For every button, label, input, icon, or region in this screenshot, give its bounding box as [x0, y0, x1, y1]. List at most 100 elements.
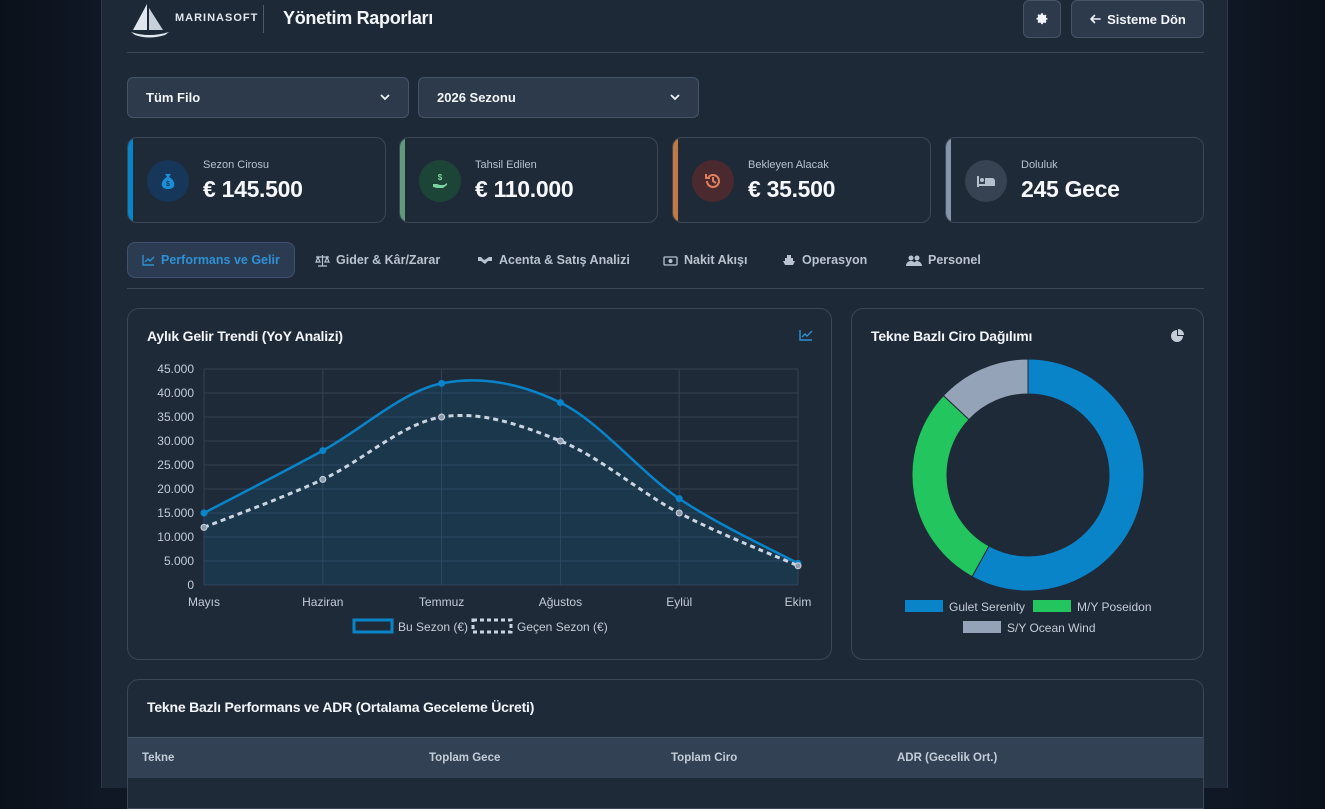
kpi-icon-circle: $ [419, 160, 461, 202]
page-title: Yönetim Raporları [283, 8, 433, 28]
tab-label: Operasyon [802, 253, 868, 267]
fleet-select-value: Tüm Filo [146, 90, 201, 105]
kpi-season-revenue: $ Sezon Cirosu € 145.500 [127, 137, 386, 223]
season-select-value: 2026 Sezonu [437, 90, 516, 105]
kpi-label: Tahsil Edilen [475, 159, 537, 171]
bed-icon [977, 176, 995, 187]
kpi-value: € 145.500 [203, 176, 303, 202]
tab-staff[interactable]: Personel [892, 242, 995, 278]
fleet-select[interactable]: Tüm Filo [127, 77, 409, 118]
data-point [556, 437, 564, 445]
tab-cash-flow[interactable]: Nakit Akışı [649, 242, 761, 278]
tab-label: Performans ve Gelir [161, 253, 280, 267]
boat-performance-table-card: Tekne Bazlı Performans ve ADR (Ortalama … [127, 679, 1204, 809]
settings-button[interactable] [1023, 0, 1061, 38]
scale-icon [315, 254, 330, 267]
kpi-icon-circle: $ [147, 160, 189, 202]
kpi-icon-circle [692, 160, 734, 202]
chart-line-icon [799, 330, 813, 341]
column-header-total-nights[interactable]: Toplam Gece [429, 752, 501, 764]
card-title: Tekne Bazlı Performans ve ADR (Ortalama … [147, 699, 535, 715]
report-tabs: Performans ve Gelir Gider & Kâr/Zarar Ac… [127, 241, 1204, 289]
pie-chart-icon [1171, 329, 1184, 342]
data-point [200, 509, 208, 517]
kpi-value: 245 Gece [1021, 176, 1120, 202]
legend-swatch [471, 618, 513, 634]
top-header: MARINASOFT Yönetim Raporları Sisteme Dön [127, 0, 1204, 53]
y-tick-label: 0 [187, 578, 194, 592]
back-button-label: Sisteme Dön [1107, 11, 1186, 27]
tab-performance-revenue[interactable]: Performans ve Gelir [127, 242, 295, 278]
brand-logo[interactable]: MARINASOFT [129, 2, 258, 38]
column-header-boat[interactable]: Tekne [142, 752, 175, 764]
legend-swatch [352, 618, 394, 634]
data-point [556, 399, 564, 407]
tab-label: Gider & Kâr/Zarar [336, 253, 441, 267]
legend-swatch [905, 600, 943, 612]
x-tick-label: Mayıs [188, 595, 220, 609]
legend-label: Gulet Serenity [949, 600, 1025, 614]
kpi-collected: $ Tahsil Edilen € 110.000 [399, 137, 658, 223]
hand-dollar-icon: $ [433, 173, 447, 188]
y-tick-label: 45.000 [157, 362, 194, 376]
arrow-left-icon [1090, 14, 1101, 24]
column-header-adr[interactable]: ADR (Gecelik Ort.) [897, 752, 998, 764]
y-tick-label: 15.000 [157, 506, 194, 520]
gear-icon [1036, 13, 1048, 25]
card-title: Tekne Bazlı Ciro Dağılımı [871, 328, 1033, 344]
kpi-accent-bar [946, 138, 951, 222]
x-tick-label: Haziran [302, 595, 343, 609]
revenue-trend-chart: 0 5.000 10.000 15.000 20.000 25.000 30.000 35.0… [157, 362, 812, 634]
donut-slice [942, 358, 1029, 421]
donut-slice [971, 358, 1145, 592]
data-point [319, 447, 327, 455]
data-point [675, 509, 683, 517]
chevron-down-icon [670, 94, 680, 101]
kpi-value: € 35.500 [748, 176, 836, 202]
kpi-value: € 110.000 [475, 176, 574, 202]
data-point [438, 413, 446, 421]
legend-label: M/Y Poseidon [1077, 600, 1152, 614]
header-divider [263, 5, 264, 33]
y-tick-label: 25.000 [157, 458, 194, 472]
ship-icon [783, 254, 795, 265]
y-tick-label: 10.000 [157, 530, 194, 544]
sailboat-logo-icon [131, 4, 169, 38]
back-to-system-button[interactable]: Sisteme Dön [1071, 0, 1204, 38]
legend-swatch [963, 621, 1001, 633]
table-header: Tekne Toplam Gece Toplam Ciro ADR (Gecel… [128, 737, 1203, 778]
kpi-accent-bar [128, 138, 133, 222]
kpi-label: Sezon Cirosu [203, 159, 270, 171]
y-tick-label: 40.000 [157, 386, 194, 400]
data-point [438, 379, 446, 387]
tab-label: Acenta & Satış Analizi [499, 253, 630, 267]
kpi-label: Doluluk [1021, 159, 1058, 171]
legend-label: Geçen Sezon (€) [517, 620, 608, 634]
chart-line-icon [142, 255, 155, 266]
money-bag-icon: $ [161, 174, 175, 189]
kpi-pending-receivable: Bekleyen Alacak € 35.500 [672, 137, 931, 223]
x-tick-label: Ekim [785, 595, 812, 609]
y-tick-label: 20.000 [157, 482, 194, 496]
x-tick-label: Ağustos [539, 595, 582, 609]
y-tick-label: 30.000 [157, 434, 194, 448]
revenue-distribution-donut: Gulet Serenity M/Y Poseidon S/Y Ocean Wind [905, 358, 1152, 635]
kpi-occupancy: Doluluk 245 Gece [945, 137, 1204, 223]
tab-label: Personel [928, 253, 981, 267]
season-select[interactable]: 2026 Sezonu [418, 77, 699, 118]
tab-expense-profit[interactable]: Gider & Kâr/Zarar [301, 242, 454, 278]
monthly-revenue-trend-card: Aylık Gelir Trendi (YoY Analizi) 0 5.000 1… [127, 308, 832, 660]
tab-operation[interactable]: Operasyon [768, 242, 881, 278]
legend-swatch [1033, 600, 1071, 612]
tab-label: Nakit Akışı [684, 253, 748, 267]
column-header-total-revenue[interactable]: Toplam Ciro [671, 752, 738, 764]
tab-agency-sales[interactable]: Acenta & Satış Analizi [463, 242, 644, 278]
kpi-accent-bar [673, 138, 678, 222]
kpi-label: Bekleyen Alacak [748, 159, 829, 171]
y-tick-label: 35.000 [157, 410, 194, 424]
history-icon [705, 173, 720, 188]
donut-slice [911, 394, 990, 578]
users-icon [906, 255, 922, 266]
kpi-icon-circle [965, 160, 1007, 202]
series-line [203, 413, 799, 568]
